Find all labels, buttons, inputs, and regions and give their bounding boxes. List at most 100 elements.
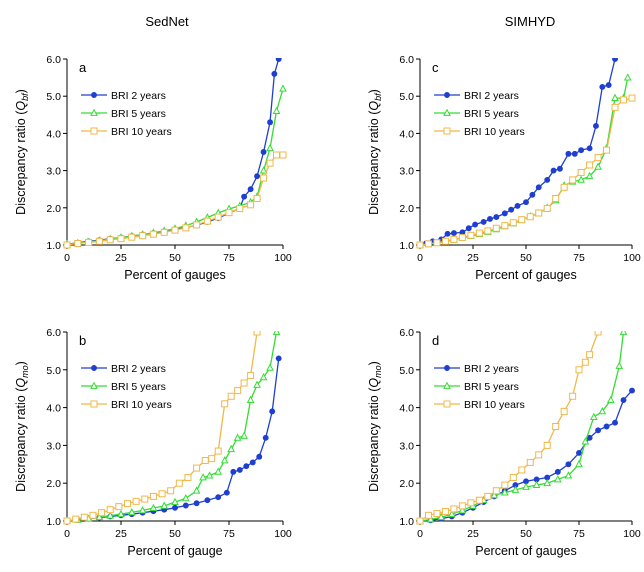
data-point — [240, 431, 248, 439]
data-point — [117, 235, 125, 243]
data-point — [535, 184, 542, 191]
y-axis-label-subscript: mo — [20, 365, 30, 378]
data-point — [256, 453, 263, 460]
data-point — [220, 456, 229, 464]
data-point — [236, 467, 243, 473]
x-tick-label: 75 — [573, 528, 585, 540]
data-point — [564, 471, 573, 479]
y-tick-label: 2.0 — [46, 203, 61, 215]
data-point — [227, 392, 235, 400]
y-tick-label: 4.0 — [399, 128, 414, 140]
data-point — [266, 143, 274, 152]
data-point — [160, 501, 169, 509]
data-point — [535, 209, 543, 217]
legend-item: BRI 10 years — [81, 399, 172, 411]
data-point — [74, 240, 82, 248]
data-point — [203, 217, 211, 225]
data-point — [416, 241, 424, 249]
data-point — [571, 150, 578, 157]
data-point — [552, 195, 560, 202]
y-tick-label: 5.0 — [46, 365, 61, 377]
data-point — [128, 233, 136, 241]
data-point — [581, 358, 589, 366]
data-point — [593, 123, 599, 129]
data-point — [158, 490, 166, 498]
legend-item: BRI 5 years — [81, 108, 166, 120]
y-axis-label: Discrepancy ratio (Qmo) — [14, 361, 30, 492]
data-point — [182, 502, 189, 509]
y-tick-label: 3.0 — [46, 440, 61, 452]
data-point — [501, 481, 509, 489]
data-point — [529, 191, 536, 198]
data-point — [123, 500, 131, 508]
data-point — [594, 331, 602, 336]
data-point — [522, 482, 530, 490]
x-tick-label: 0 — [64, 528, 70, 540]
data-point — [594, 162, 602, 170]
data-point — [458, 506, 467, 514]
data-point — [269, 408, 276, 415]
data-point — [259, 166, 268, 174]
data-point — [214, 213, 222, 221]
data-point — [149, 503, 158, 512]
data-point — [444, 365, 450, 371]
data-point — [620, 96, 628, 104]
data-point — [444, 230, 451, 237]
panel-label: b — [79, 333, 86, 348]
data-point — [80, 513, 88, 521]
data-point — [98, 509, 106, 517]
data-point — [433, 239, 441, 247]
data-point — [560, 183, 568, 191]
data-point — [577, 168, 585, 176]
data-point — [90, 108, 98, 116]
legend-item: BRI 2 years — [81, 363, 166, 375]
data-point — [586, 351, 594, 359]
data-point — [581, 437, 590, 445]
data-point — [612, 58, 618, 62]
y-tick-label: 2.0 — [399, 203, 414, 215]
data-point — [619, 331, 628, 335]
chart-panel-b: 1.0 2.0 3.0 4.0 5.0 6.0 0 25 50 75 100 Percent of g… — [14, 327, 292, 558]
data-point — [598, 407, 607, 415]
panel-label: c — [432, 60, 439, 75]
x-tick-label: 50 — [520, 528, 532, 540]
data-point — [260, 149, 267, 155]
y-axis-label-symbol: Q — [14, 101, 28, 111]
data-point — [253, 195, 261, 202]
x-tick-label: 100 — [274, 252, 292, 264]
legend-label: BRI 5 years — [111, 381, 166, 393]
data-point — [172, 504, 178, 511]
legend-item: BRI 2 years — [434, 90, 519, 102]
data-point — [523, 199, 529, 206]
data-point — [611, 93, 619, 101]
legend-label: BRI 2 years — [111, 363, 166, 375]
data-point — [578, 147, 585, 154]
x-tick-label: 75 — [223, 252, 235, 264]
data-point — [204, 497, 211, 504]
y-tick-label: 3.0 — [399, 166, 414, 178]
data-point — [493, 214, 500, 221]
y-tick-label: 5.0 — [399, 365, 414, 377]
y-tick-label: 4.0 — [46, 403, 61, 415]
x-axis-label: Percent of gauges — [475, 544, 576, 558]
x-tick-label: 50 — [169, 528, 181, 540]
data-point — [475, 496, 483, 504]
data-point — [234, 387, 242, 395]
y-axis-label-end: ) — [367, 361, 381, 365]
data-point — [275, 355, 282, 362]
data-point — [433, 509, 441, 517]
data-point — [467, 499, 475, 507]
y-tick-label: 1.0 — [46, 516, 61, 528]
legend-item: BRI 5 years — [434, 108, 519, 120]
legend-item: BRI 2 years — [81, 90, 166, 102]
data-point — [441, 508, 449, 516]
data-point — [90, 400, 98, 408]
data-point — [628, 94, 636, 102]
data-point — [167, 487, 175, 495]
x-tick-label: 100 — [274, 528, 292, 540]
data-point — [243, 463, 250, 470]
chart-panel-a: 1.0 2.0 3.0 4.0 5.0 6.0 0 25 50 75 100 Percent of g… — [14, 54, 292, 282]
data-point — [465, 225, 472, 232]
y-tick-label: 6.0 — [46, 54, 61, 66]
series-line — [419, 390, 633, 522]
